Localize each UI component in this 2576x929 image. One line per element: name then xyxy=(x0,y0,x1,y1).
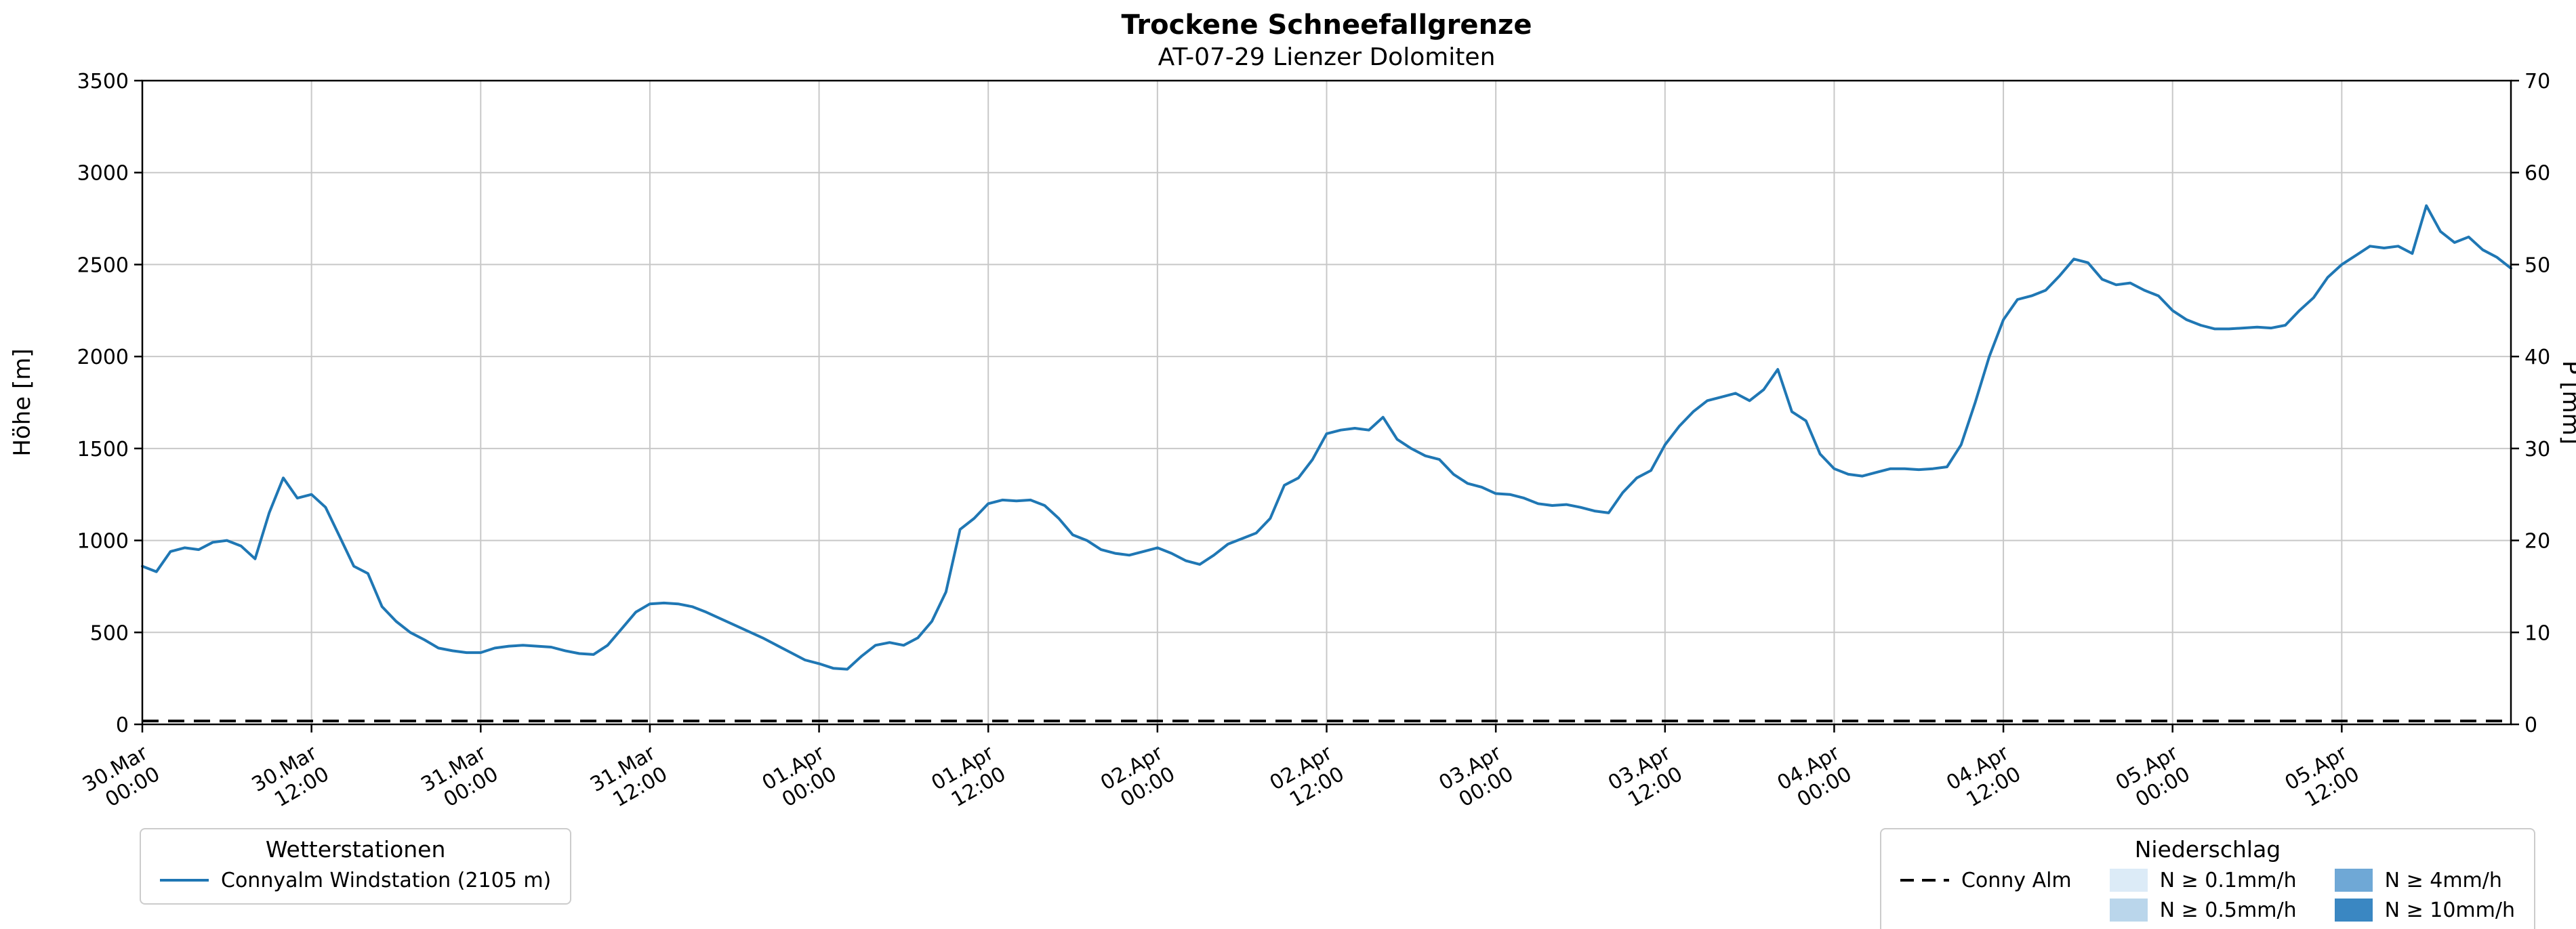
legend-precip-grid: Conny Alm N ≥ 0.1mm/h N ≥ 0.5mm/h N ≥ 4m… xyxy=(1900,865,2515,925)
x-tick-label: 03.Apr00:00 xyxy=(1435,741,1517,817)
x-tick-label: 04.Apr12:00 xyxy=(1942,741,2025,817)
precip-patch-0-5-icon xyxy=(2109,899,2148,922)
x-tick-label: 01.Apr12:00 xyxy=(927,741,1010,817)
x-tick-label: 04.Apr00:00 xyxy=(1774,741,1856,817)
x-tick-label: 03.Apr12:00 xyxy=(1604,741,1687,817)
legend-item-precip-0-5: N ≥ 0.5mm/h xyxy=(2109,895,2297,925)
station-line xyxy=(141,204,2512,671)
precip-0-1-label: N ≥ 0.1mm/h xyxy=(2159,868,2297,892)
legend-item-precip-10: N ≥ 10mm/h xyxy=(2334,895,2515,925)
legend-stations-title: Wetterstationen xyxy=(265,836,446,863)
precip-patch-4-icon xyxy=(2334,869,2373,892)
y-left-tick-label: 2500 xyxy=(77,253,129,277)
x-tick-label: 30.Mar00:00 xyxy=(79,741,164,818)
x-tick-label: 05.Apr00:00 xyxy=(2112,741,2194,817)
legend-precip-title: Niederschlag xyxy=(2134,836,2281,863)
legend-stations: Wetterstationen Connyalm Windstation (21… xyxy=(140,828,572,905)
x-tick-label: 02.Apr00:00 xyxy=(1097,741,1179,817)
x-tick-label: 05.Apr12:00 xyxy=(2281,741,2364,817)
y-left-tick-label: 500 xyxy=(90,621,129,645)
precip-4-label: N ≥ 4mm/h xyxy=(2384,868,2502,892)
legend-item-precip-4: N ≥ 4mm/h xyxy=(2334,865,2515,895)
x-tick-label: 01.Apr00:00 xyxy=(758,741,841,817)
x-tick-label: 31.Mar12:00 xyxy=(586,741,672,818)
x-tick-label: 31.Mar00:00 xyxy=(417,741,502,818)
chart-subtitle: AT-07-29 Lienzer Dolomiten xyxy=(1158,43,1496,71)
y-right-tick-label: 50 xyxy=(2524,253,2550,277)
y-right-axis-label: P [mm] xyxy=(2557,360,2576,445)
y-left-tick-label: 1000 xyxy=(77,530,129,554)
y-left-tick-label: 3000 xyxy=(77,162,129,186)
x-tick-label: 02.Apr12:00 xyxy=(1266,741,1349,817)
precip-patch-0-1-icon xyxy=(2109,869,2148,892)
dashed-line-swatch xyxy=(1900,879,1949,882)
precip-10-label: N ≥ 10mm/h xyxy=(2384,898,2515,922)
chart-title: Trockene Schneefallgrenze xyxy=(1121,9,1532,41)
station-legend-label: Connyalm Windstation (2105 m) xyxy=(221,868,552,892)
legend-item-precip-0-1: N ≥ 0.1mm/h xyxy=(2109,865,2297,895)
y-right-tick-label: 70 xyxy=(2524,70,2550,94)
y-right-tick-label: 60 xyxy=(2524,162,2550,186)
legend-item-connyalm-windstation: Connyalm Windstation (2105 m) xyxy=(160,865,551,895)
x-tick-label: 30.Mar12:00 xyxy=(248,741,333,818)
precip-patch-10-icon xyxy=(2334,899,2373,922)
legend-precip: Niederschlag Conny Alm N ≥ 0.1mm/h N ≥ 0… xyxy=(1879,828,2535,929)
y-right-tick-label: 20 xyxy=(2524,530,2550,554)
y-left-tick-label: 0 xyxy=(116,714,129,737)
y-right-tick-label: 40 xyxy=(2524,346,2550,369)
y-left-tick-label: 3500 xyxy=(77,70,129,94)
y-left-tick-label: 2000 xyxy=(77,346,129,369)
conny-alm-legend-label: Conny Alm xyxy=(1961,868,2072,892)
station-line-swatch xyxy=(160,879,209,882)
y-left-axis-label: Höhe [m] xyxy=(9,348,36,456)
y-right-tick-label: 30 xyxy=(2524,438,2550,461)
y-left-tick-label: 1500 xyxy=(77,438,129,461)
precip-0-5-label: N ≥ 0.5mm/h xyxy=(2159,898,2297,922)
legend-spacer xyxy=(1900,895,2072,925)
legend-item-conny-alm: Conny Alm xyxy=(1900,865,2072,895)
y-right-tick-label: 10 xyxy=(2524,621,2550,645)
y-right-tick-label: 0 xyxy=(2524,714,2537,737)
